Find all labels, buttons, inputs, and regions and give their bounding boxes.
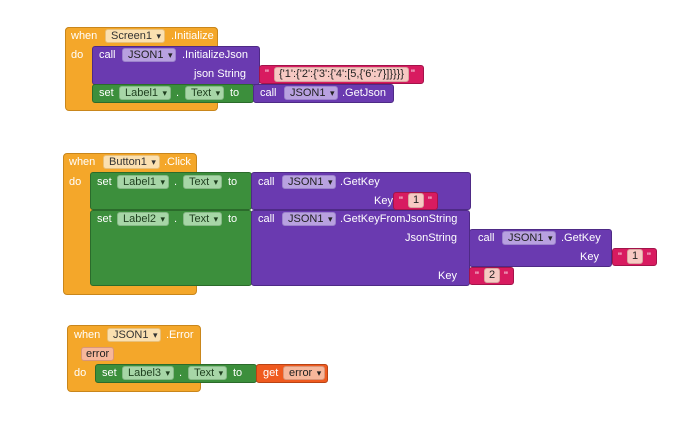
set-label: set (97, 213, 112, 225)
component-dropdown-screen1[interactable]: Screen1 (105, 29, 165, 43)
dot-separator: . (176, 87, 180, 99)
close-quote: " (428, 195, 432, 207)
call-label: call (478, 232, 495, 244)
call-label: call (258, 176, 275, 188)
event-name: .Initialize (171, 30, 214, 42)
to-label: to (228, 213, 238, 225)
open-quote: " (265, 68, 269, 80)
call-label: call (258, 213, 275, 225)
param-label-json-string: json String (194, 68, 246, 80)
property-dropdown-text[interactable]: Text (183, 175, 223, 189)
component-dropdown-json1[interactable]: JSON1 (284, 86, 339, 100)
close-quote: " (411, 68, 415, 80)
dot-separator: . (174, 176, 178, 188)
method-name: .GetKey (340, 176, 380, 188)
component-dropdown-label1[interactable]: Label1 (119, 86, 172, 100)
event-parameter-error[interactable]: error (81, 347, 115, 361)
property-dropdown-text[interactable]: Text (188, 366, 228, 380)
call-label: call (260, 87, 277, 99)
method-name: .GetKey (561, 232, 601, 244)
set-label: set (102, 367, 117, 379)
set-label: set (97, 176, 112, 188)
key-value[interactable]: 2 (484, 268, 501, 283)
to-label: to (228, 176, 238, 188)
when-label: when (74, 329, 101, 341)
to-label: to (230, 87, 240, 99)
to-label: to (233, 367, 243, 379)
component-dropdown-json1[interactable]: JSON1 (502, 231, 557, 245)
open-quote: " (618, 251, 622, 263)
property-dropdown-text[interactable]: Text (183, 212, 223, 226)
component-dropdown-label1[interactable]: Label1 (117, 175, 170, 189)
param-label-key: Key (374, 195, 393, 207)
method-name: .GetJson (342, 87, 387, 99)
param-label-jsonstring: JsonString (405, 232, 457, 244)
do-label: do (69, 176, 82, 188)
do-label: do (71, 49, 84, 61)
when-label: when (69, 156, 96, 168)
component-dropdown-json1[interactable]: JSON1 (107, 328, 162, 342)
dot-separator: . (179, 367, 183, 379)
component-dropdown-json1[interactable]: JSON1 (282, 175, 337, 189)
component-dropdown-button1[interactable]: Button1 (103, 155, 160, 169)
variable-dropdown-error[interactable]: error (283, 366, 326, 380)
event-name: .Error (166, 329, 194, 341)
close-quote: " (504, 270, 508, 282)
set-label: set (99, 87, 114, 99)
dot-separator: . (174, 213, 178, 225)
when-label: when (71, 30, 98, 42)
json-string-value[interactable]: {'1':{'2':{'3':{'4':[5,{'6':7}]}}}} (274, 67, 410, 82)
key-value[interactable]: 1 (408, 193, 425, 208)
component-dropdown-label2[interactable]: Label2 (117, 212, 170, 226)
key-value[interactable]: 1 (627, 249, 644, 264)
event-name: .Click (164, 156, 191, 168)
open-quote: " (475, 270, 479, 282)
do-label: do (74, 367, 87, 379)
close-quote: " (647, 251, 651, 263)
param-label-key: Key (438, 270, 457, 282)
method-name: .InitializeJson (182, 49, 249, 61)
param-label-key: Key (580, 251, 599, 263)
property-dropdown-text[interactable]: Text (185, 86, 225, 100)
get-label: get (263, 367, 279, 379)
component-dropdown-json1[interactable]: JSON1 (122, 48, 177, 62)
open-quote: " (399, 195, 403, 207)
component-dropdown-json1[interactable]: JSON1 (282, 212, 337, 226)
component-dropdown-label3[interactable]: Label3 (122, 366, 175, 380)
call-label: call (99, 49, 116, 61)
method-name: .GetKeyFromJsonString (340, 213, 458, 225)
